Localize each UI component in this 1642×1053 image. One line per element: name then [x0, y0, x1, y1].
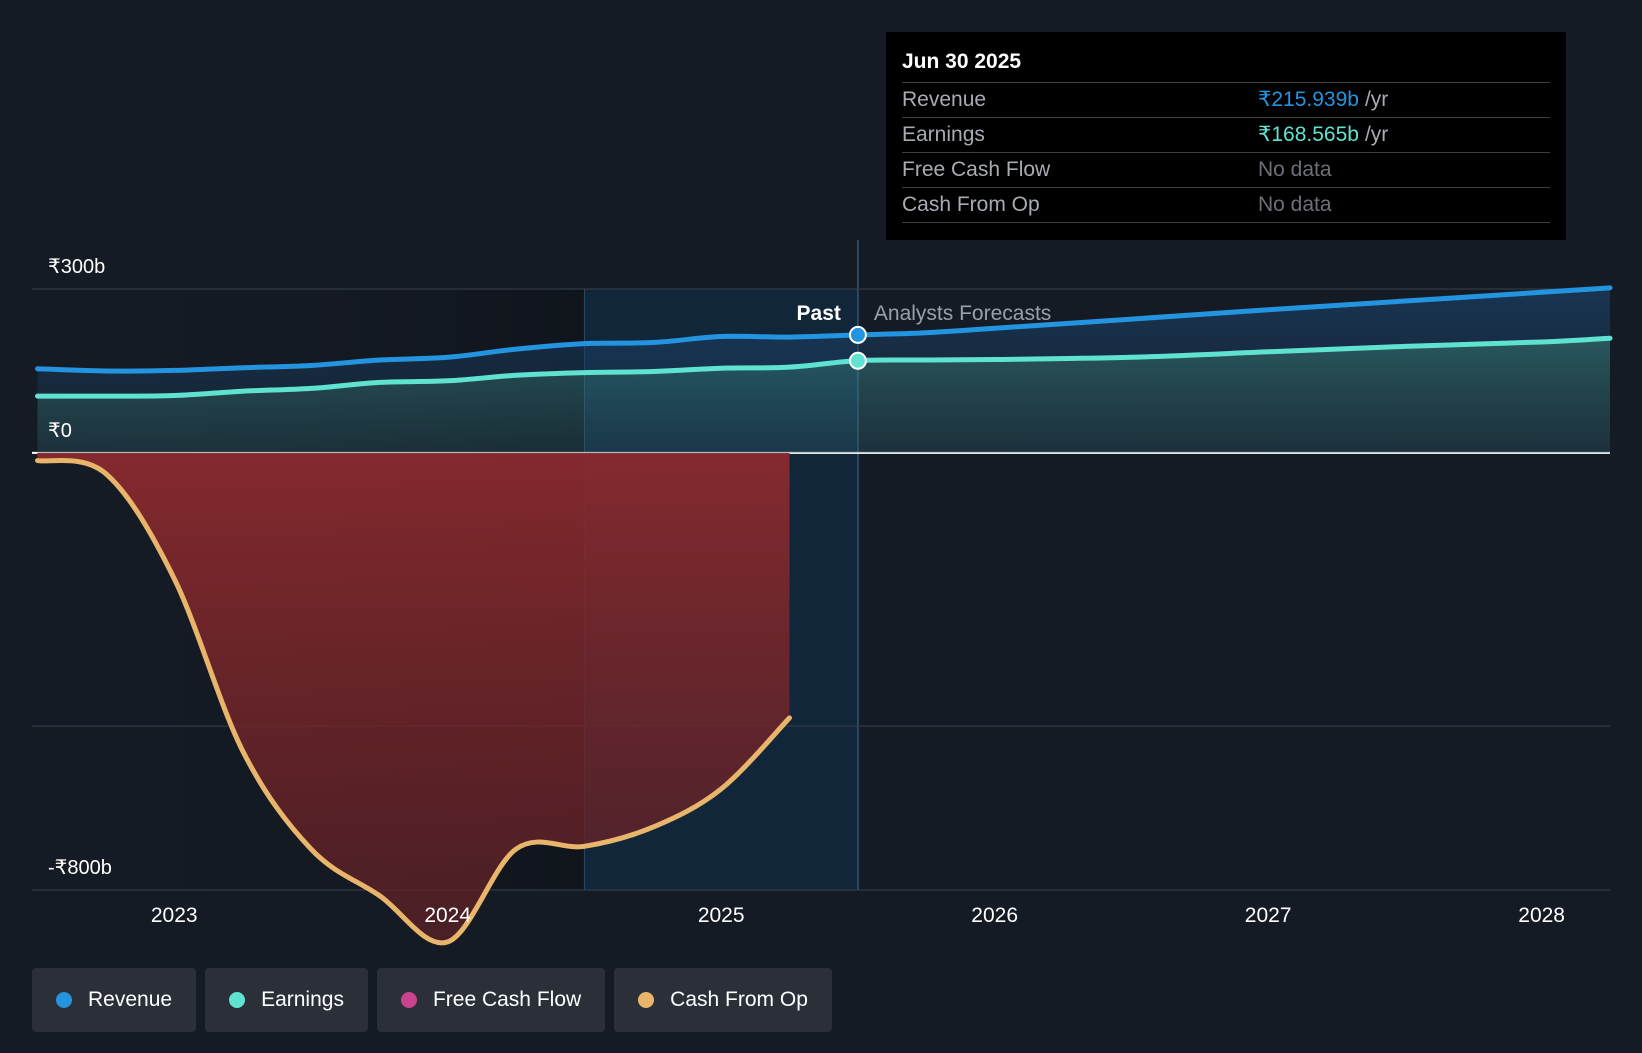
x-tick-label: 2028: [1518, 904, 1565, 927]
legend-dot: [229, 992, 246, 1008]
x-tick-label: 2026: [971, 904, 1018, 927]
legend-label: Earnings: [261, 988, 344, 1011]
legend-item-earnings[interactable]: Earnings: [205, 968, 368, 1032]
tooltip-value: No data: [1258, 158, 1332, 181]
tooltip-label: Revenue: [902, 88, 987, 111]
tooltip-unit: /yr: [1364, 88, 1389, 111]
tooltip-label: Free Cash Flow: [902, 158, 1051, 181]
tooltip-row-earnings: Earnings ₹168.565b /yr: [902, 117, 1550, 152]
tooltip-value: ₹168.565b: [1258, 123, 1359, 146]
revenue-marker: [848, 325, 867, 344]
y-tick-label: ₹300b: [48, 256, 105, 278]
forecast-label: Analysts Forecasts: [874, 302, 1051, 325]
x-tick-label: 2023: [151, 904, 198, 927]
y-tick-label: ₹0: [48, 420, 72, 442]
earnings-area: [37, 338, 1610, 453]
legend-item-cash-from-op[interactable]: Cash From Op: [614, 968, 832, 1032]
y-tick-label: -₹800b: [48, 857, 112, 879]
legend-label: Cash From Op: [670, 988, 808, 1011]
earnings-line: [35, 335, 1613, 399]
tooltip-unit: /yr: [1364, 123, 1389, 146]
legend-label: Free Cash Flow: [432, 988, 582, 1011]
revenue-line: [35, 285, 1613, 374]
legend-dot: [638, 992, 655, 1008]
tooltip-row-free-cash-flow: Free Cash Flow No data: [902, 152, 1550, 187]
tooltip-date: Jun 30 2025: [902, 50, 1022, 73]
x-tick-label: 2024: [424, 904, 471, 927]
tooltip-row-cash-from-op: Cash From Op No data: [902, 187, 1550, 223]
tooltip-value: No data: [1258, 193, 1332, 216]
cash-from-op-area: [37, 452, 790, 943]
cash-from-op-line: [35, 457, 792, 946]
data-tooltip: Jun 30 2025 Revenue ₹215.939b /yr Earnin…: [886, 32, 1566, 240]
legend-dot: [400, 992, 417, 1008]
tooltip-label: Cash From Op: [902, 193, 1040, 216]
tooltip-row-revenue: Revenue ₹215.939b /yr: [902, 82, 1550, 117]
tooltip-label: Earnings: [902, 123, 985, 146]
x-tick-label: 2025: [698, 904, 745, 927]
x-tick-label: 2027: [1245, 904, 1292, 927]
past-label: Past: [797, 302, 841, 325]
tooltip-value: ₹215.939b: [1258, 88, 1359, 111]
legend-label: Revenue: [88, 988, 173, 1011]
legend-dot: [56, 992, 72, 1008]
earnings-marker: [848, 351, 867, 370]
legend-item-revenue[interactable]: Revenue: [32, 968, 197, 1032]
legend-item-free-cash-flow[interactable]: Free Cash Flow: [376, 968, 606, 1032]
chart-legend: Revenue Earnings Free Cash Flow Cash Fro…: [32, 968, 832, 1032]
